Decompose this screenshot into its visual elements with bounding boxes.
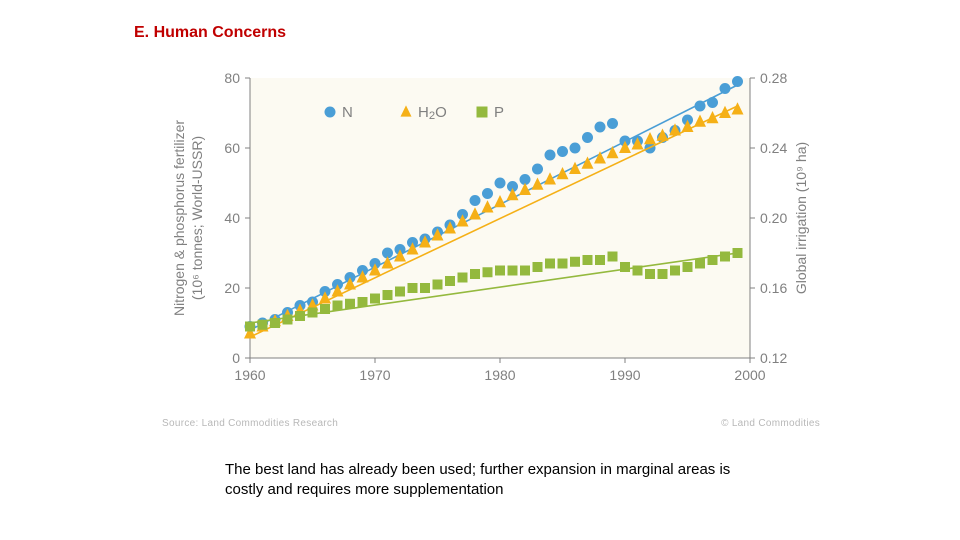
source-text: Source: Land Commodities Research xyxy=(162,418,338,429)
svg-text:0.16: 0.16 xyxy=(760,280,787,296)
svg-text:1960: 1960 xyxy=(234,367,265,383)
svg-text:0.12: 0.12 xyxy=(760,350,787,366)
svg-text:0.28: 0.28 xyxy=(760,70,787,86)
svg-text:(10⁶ tonnes; World-USSR): (10⁶ tonnes; World-USSR) xyxy=(189,136,205,300)
svg-text:Global irrigation (10⁹ ha): Global irrigation (10⁹ ha) xyxy=(793,142,809,294)
fertilizer-irrigation-chart: 0 20 40 60 80 0.12 0.16 0.20 0.24 0.28 1960 1970 198… xyxy=(160,70,820,410)
svg-text:0.20: 0.20 xyxy=(760,210,787,226)
svg-text:40: 40 xyxy=(224,210,240,226)
svg-text:2000: 2000 xyxy=(734,367,765,383)
svg-text:1970: 1970 xyxy=(359,367,390,383)
svg-text:Nitrogen & phosphorus fertiliz: Nitrogen & phosphorus fertilizer xyxy=(171,120,187,316)
svg-text:60: 60 xyxy=(224,140,240,156)
svg-text:1990: 1990 xyxy=(609,367,640,383)
svg-text:N: N xyxy=(342,104,353,121)
section-heading: E. Human Concerns xyxy=(134,24,286,42)
copyright-text: © Land Commodities xyxy=(721,418,820,429)
svg-text:20: 20 xyxy=(224,280,240,296)
svg-text:P: P xyxy=(494,104,504,121)
chart-container: 0 20 40 60 80 0.12 0.16 0.20 0.24 0.28 1960 1970 198… xyxy=(160,70,820,410)
svg-text:80: 80 xyxy=(224,70,240,86)
svg-text:1980: 1980 xyxy=(484,367,515,383)
svg-text:0: 0 xyxy=(232,350,240,366)
caption-text: The best land has already been used; fur… xyxy=(225,460,765,501)
svg-text:0.24: 0.24 xyxy=(760,140,787,156)
